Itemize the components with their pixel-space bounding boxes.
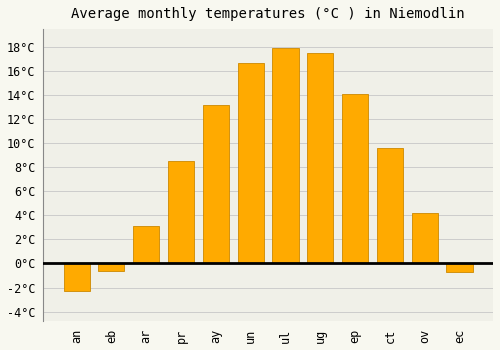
- Bar: [168, 161, 194, 264]
- Bar: [307, 53, 334, 264]
- Bar: [133, 226, 160, 264]
- Bar: [412, 213, 438, 264]
- Bar: [98, 264, 124, 271]
- Bar: [238, 63, 264, 264]
- Bar: [377, 148, 403, 264]
- Bar: [272, 48, 298, 264]
- Bar: [64, 264, 90, 291]
- Title: Average monthly temperatures (°C ) in Niemodlin: Average monthly temperatures (°C ) in Ni…: [72, 7, 465, 21]
- Bar: [203, 105, 229, 264]
- Bar: [446, 264, 472, 272]
- Bar: [342, 94, 368, 264]
